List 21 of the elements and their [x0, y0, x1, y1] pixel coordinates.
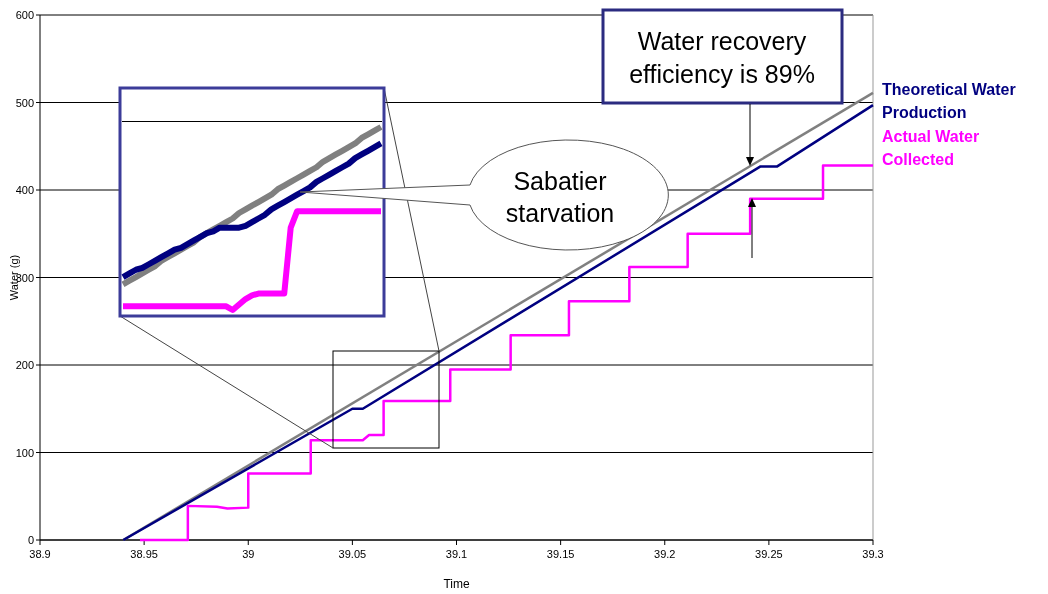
y-tick-label: 0	[27, 534, 34, 546]
y-tick-label: 200	[15, 359, 34, 371]
annotation: Sabatier starvation	[505, 167, 615, 227]
line-series	[138, 164, 875, 542]
y-tick-label: 100	[15, 446, 34, 459]
series-label: Theoretical Water Production	[882, 81, 1016, 122]
y-tick-label: 400	[15, 184, 34, 196]
x-tick-label: 39.15	[546, 548, 575, 560]
x-tick-label: 39.05	[338, 548, 367, 560]
x-axis-title: Time	[443, 577, 470, 591]
series-label: Actual Water Collected	[882, 127, 980, 168]
x-tick-label: 38.95	[130, 548, 158, 560]
x-tick-label: 39.25	[755, 548, 783, 560]
x-tick-label: 38.9	[29, 548, 51, 560]
x-tick-label: 39.3	[862, 548, 884, 560]
x-tick-label: 39.2	[654, 548, 676, 560]
y-tick-label: 600	[15, 9, 34, 21]
y-tick-label: 500	[15, 96, 34, 109]
x-tick-label: 39.1	[445, 548, 468, 560]
annotation: Water recovery efficiency is 89%	[629, 27, 815, 88]
x-tick-label: 39	[242, 548, 255, 560]
